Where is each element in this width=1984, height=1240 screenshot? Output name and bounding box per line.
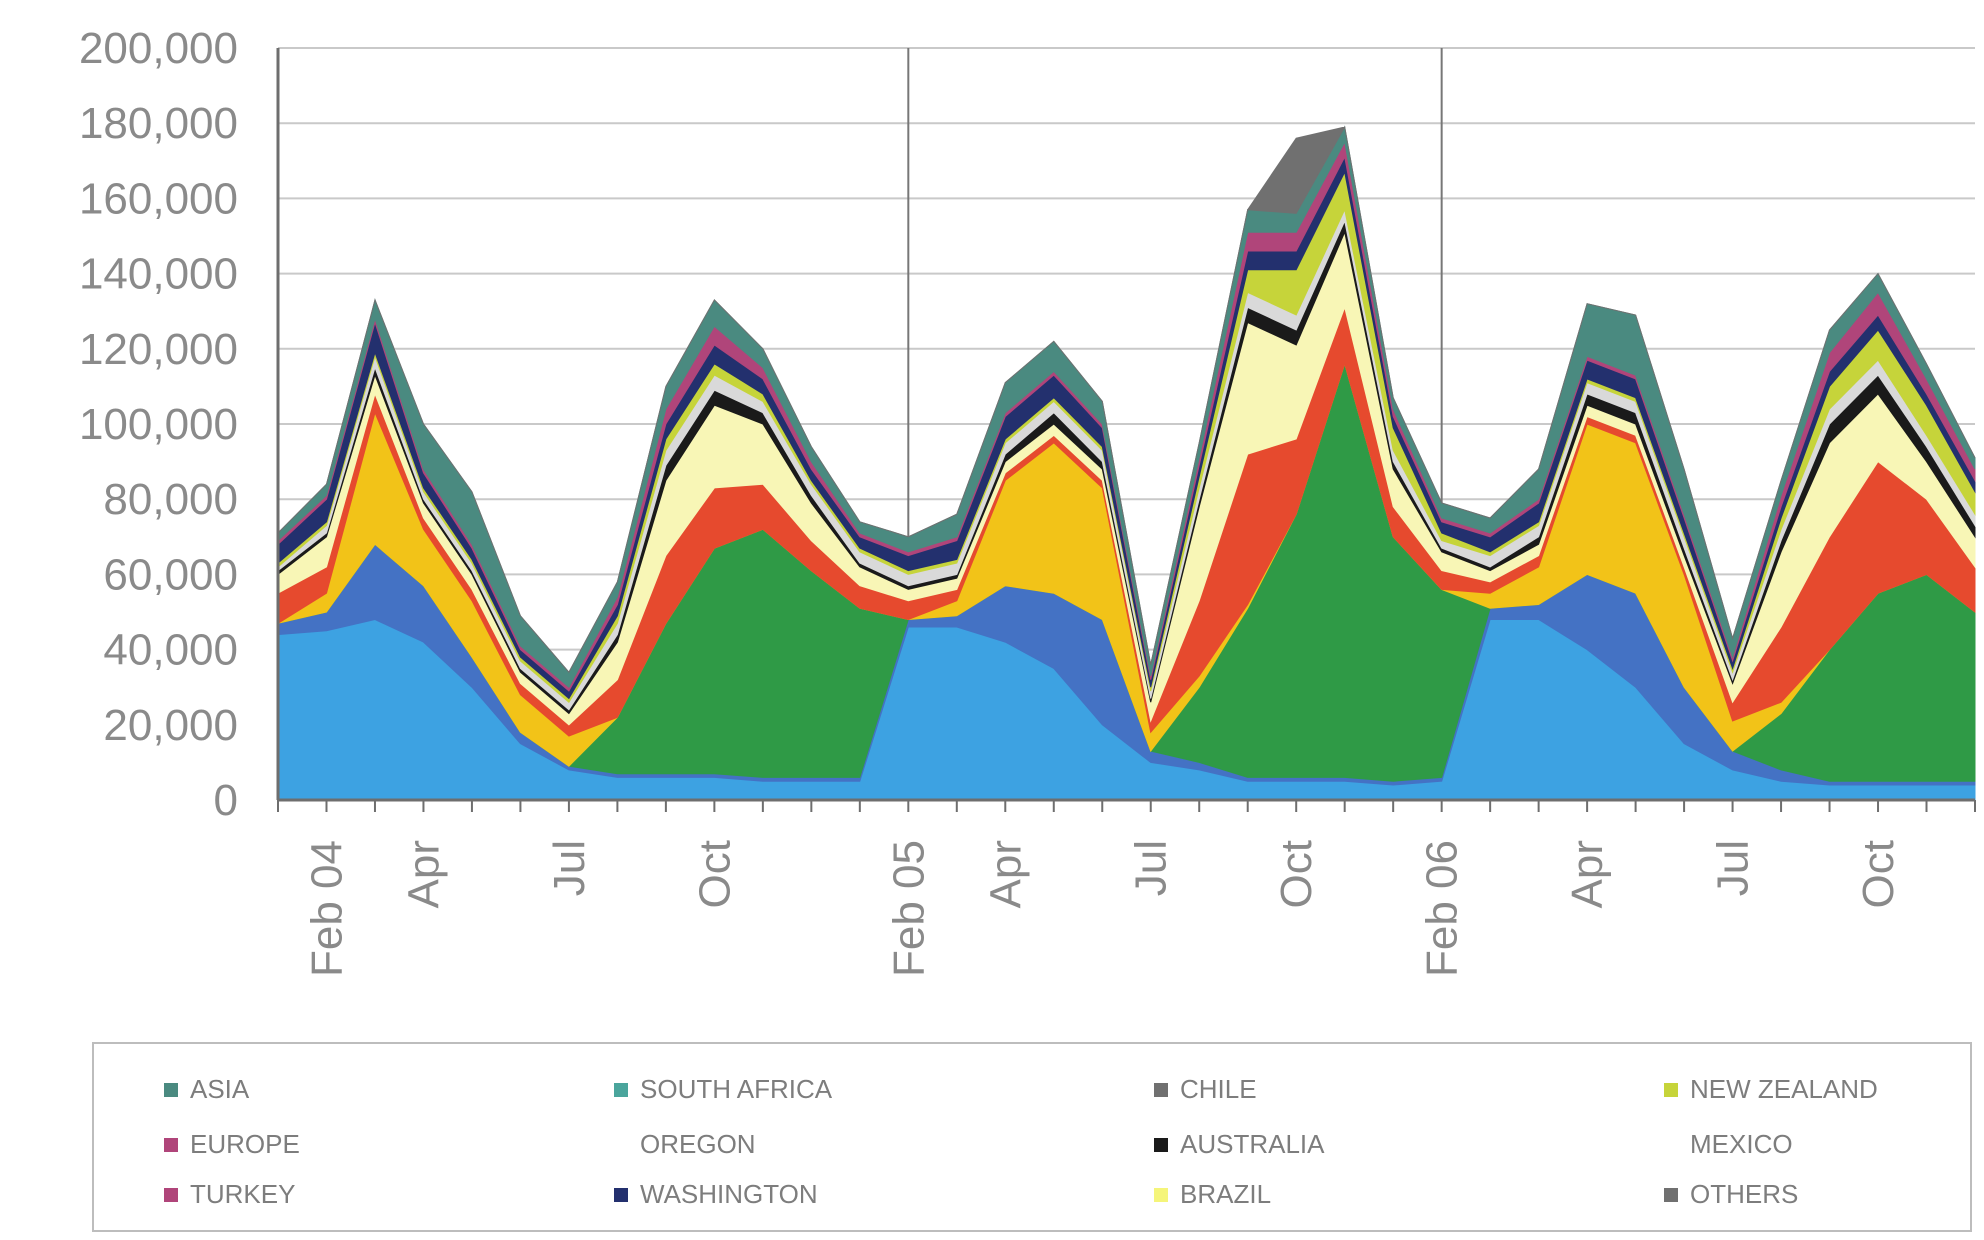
legend-label: EUROPE xyxy=(190,1129,300,1159)
legend-label: TURKEY xyxy=(190,1179,296,1209)
legend-label: OTHERS xyxy=(1690,1179,1799,1209)
legend-item: ASIA xyxy=(164,1074,249,1105)
legend-item: AUSTRALIA xyxy=(1154,1129,1325,1160)
area-series-12 xyxy=(277,125,1976,674)
legend-swatch xyxy=(1664,1082,1678,1097)
legend-item: OREGON xyxy=(614,1129,756,1160)
legend-label: BRAZIL xyxy=(1180,1179,1272,1209)
legend-label: ASIA xyxy=(190,1074,250,1104)
legend-swatch xyxy=(1664,1187,1678,1202)
legend-item: EUROPE xyxy=(164,1129,300,1160)
x-tick-label: Apr xyxy=(399,840,448,908)
legend-item: OTHERS xyxy=(1664,1179,1798,1210)
y-tick-label: 40,000 xyxy=(103,626,238,675)
x-tick-label: Jul xyxy=(1709,840,1758,896)
y-tick-label: 80,000 xyxy=(103,475,238,524)
legend-swatch xyxy=(164,1137,178,1152)
legend-item: TURKEY xyxy=(164,1179,295,1210)
x-tick-label: Oct xyxy=(690,840,739,908)
y-tick-label: 140,000 xyxy=(79,250,238,299)
y-tick-label: 100,000 xyxy=(79,400,238,449)
x-tick-label: Feb 06 xyxy=(1418,840,1467,977)
legend-swatch xyxy=(614,1187,628,1202)
x-tick-label: Oct xyxy=(1854,840,1903,908)
legend-item: CHILE xyxy=(1154,1074,1257,1105)
x-tick-label: Oct xyxy=(1272,840,1321,908)
y-tick-label: 200,000 xyxy=(79,24,238,73)
legend-label: NEW ZEALAND xyxy=(1690,1074,1878,1104)
y-tick-label: 60,000 xyxy=(103,550,238,599)
legend-item: WASHINGTON xyxy=(614,1179,818,1210)
chart-legend: ASIA SOUTH AFRICA CHILE NEW ZEALAND EUROPE OR… xyxy=(92,1042,1972,1232)
y-tick-label: 0 xyxy=(214,776,238,825)
x-axis-tick-labels: Feb 04 Apr Jul Oct Feb 05 Apr Jul Oct Feb 06 Apr J… xyxy=(302,840,1903,977)
stacked-area-chart: 0 20,000 40,000 60,000 80,000 100,000 120,000 1… xyxy=(79,24,1976,977)
legend-item: BRAZIL xyxy=(1154,1179,1271,1210)
legend-swatch xyxy=(1154,1187,1168,1202)
x-tick-label: Jul xyxy=(545,840,594,896)
x-tick-label: Feb 05 xyxy=(884,840,933,977)
legend-swatch xyxy=(1154,1082,1168,1097)
legend-swatch xyxy=(1154,1137,1168,1152)
legend-label: CHILE xyxy=(1180,1074,1257,1104)
y-tick-label: 160,000 xyxy=(79,174,238,223)
legend-swatch xyxy=(614,1082,628,1097)
x-tick-label: Apr xyxy=(981,840,1030,908)
x-tick-label: Feb 04 xyxy=(302,840,351,977)
legend-swatch xyxy=(1664,1137,1678,1152)
legend-label: OREGON xyxy=(640,1129,756,1159)
x-tick-label: Apr xyxy=(1563,840,1612,908)
legend-label: WASHINGTON xyxy=(640,1179,818,1209)
y-tick-label: 120,000 xyxy=(79,325,238,374)
legend-label: AUSTRALIA xyxy=(1180,1129,1325,1159)
legend-item: SOUTH AFRICA xyxy=(614,1074,832,1105)
legend-label: SOUTH AFRICA xyxy=(640,1074,833,1104)
legend-swatch xyxy=(164,1187,178,1202)
legend-label: MEXICO xyxy=(1690,1129,1793,1159)
y-tick-label: 180,000 xyxy=(79,99,238,148)
legend-item: NEW ZEALAND xyxy=(1664,1074,1878,1105)
y-axis-tick-labels: 0 20,000 40,000 60,000 80,000 100,000 120,000 1… xyxy=(79,24,238,825)
area-series-group xyxy=(277,125,1976,801)
legend-item: MEXICO xyxy=(1664,1129,1793,1160)
legend-swatch xyxy=(614,1137,628,1152)
x-tick-label: Jul xyxy=(1127,840,1176,896)
y-tick-label: 20,000 xyxy=(103,701,238,750)
legend-swatch xyxy=(164,1082,178,1097)
axes xyxy=(276,48,1976,812)
